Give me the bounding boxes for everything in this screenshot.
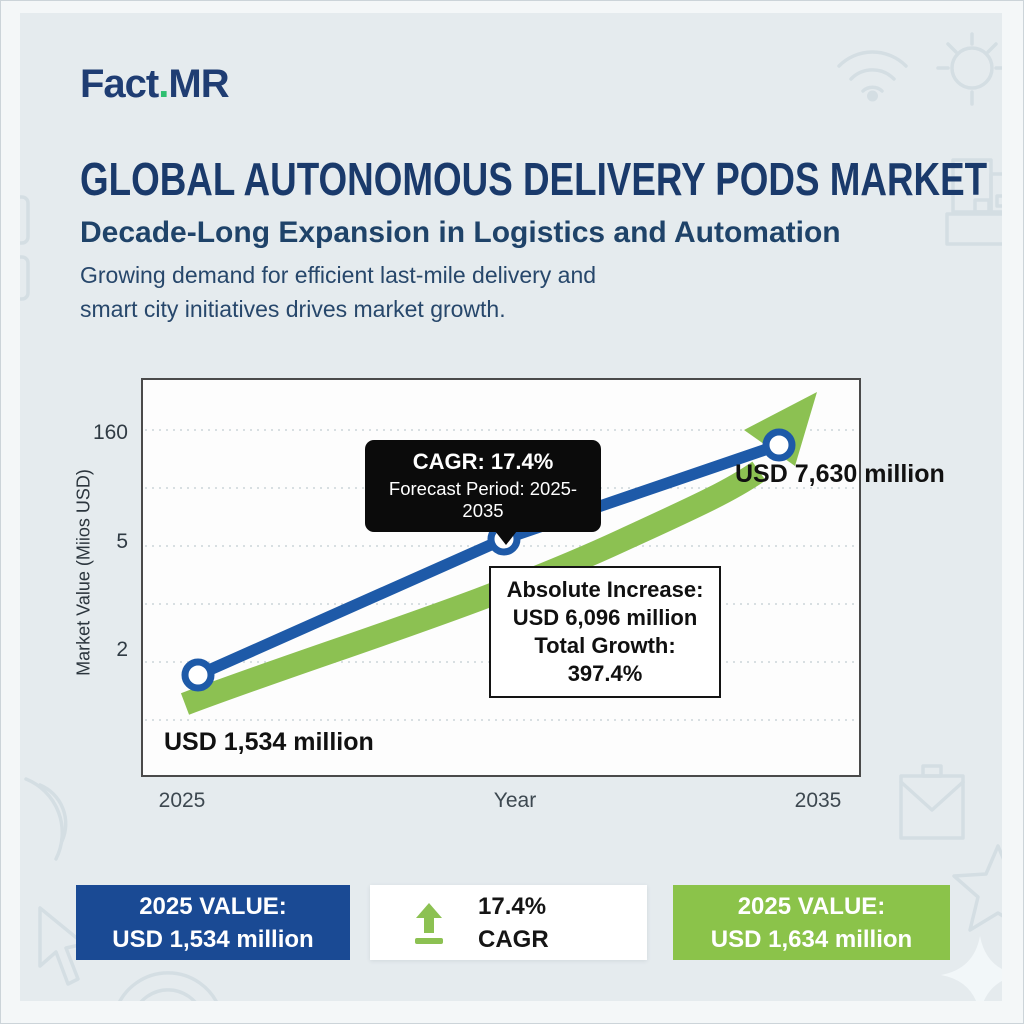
page-title: GLOBAL AUTONOMOUS DELIVERY PODS MARKET	[80, 153, 988, 205]
brand-logo-primary: Fact	[80, 62, 159, 106]
wifi-icon	[837, 50, 908, 102]
building-icon	[945, 158, 1002, 246]
increase-title: Absolute Increase:	[506, 577, 704, 602]
y-tick-160: 160	[92, 421, 128, 444]
stat-card-blue-line1: 2025 VALUE:	[139, 892, 287, 920]
marker-2035	[762, 428, 796, 462]
description-line-2: smart city initiatives drives market gro…	[80, 296, 506, 322]
absolute-increase-box: Absolute Increase: USD 6,096 million Tot…	[489, 566, 721, 698]
brand-logo: Fact.MR	[80, 62, 230, 107]
tooltip-pointer	[495, 531, 517, 545]
cagr-tooltip: CAGR: 17.4% Forecast Period: 2025-2035	[365, 440, 601, 545]
y-tick-2: 2	[116, 638, 128, 661]
stat-card-2025-value: 2025 VALUE: USD 1,534 million	[76, 885, 350, 960]
stat-card-cagr-label: CAGR	[478, 925, 549, 953]
x-tick-2025: 2025	[158, 789, 206, 812]
stat-card-blue-line2: USD 1,534 million	[112, 925, 314, 953]
package-icon	[20, 195, 30, 301]
stat-card-cagr-value: 17.4%	[478, 892, 547, 920]
sun-gear-icon	[936, 32, 1002, 106]
stat-card-green-line1: 2025 VALUE:	[737, 892, 886, 920]
cagr-value: CAGR: 17.4%	[412, 449, 554, 474]
arrow-up-from-line-icon	[406, 900, 452, 946]
brand-logo-secondary: MR	[168, 62, 229, 106]
stat-card-green-line2: USD 1,634 million	[710, 925, 913, 953]
envelope-icon	[899, 764, 965, 840]
star-outline-icon	[952, 844, 1002, 932]
start-value-label: USD 1,534 million	[164, 728, 374, 756]
end-value-label: USD 7,630 million	[735, 460, 945, 488]
x-tick-2035: 2035	[794, 789, 842, 812]
y-tick-5: 5	[116, 530, 128, 553]
cagr-forecast-period: Forecast Period: 2025-2035	[388, 478, 578, 521]
arc-icon	[24, 777, 68, 861]
stat-card-cagr: 17.4% CAGR	[370, 885, 647, 960]
marker-2025	[181, 658, 215, 692]
description-line-1: Growing demand for efficient last-mile d…	[80, 262, 597, 288]
page-subtitle: Decade-Long Expansion in Logistics and A…	[80, 216, 841, 249]
increase-value: USD 6,096 million	[512, 605, 698, 630]
sparkle-icon	[941, 936, 1002, 1001]
page-description: Growing demand for efficient last-mile d…	[80, 258, 596, 326]
chart-plot-area: USD 1,534 million USD 7,630 million CAGR…	[141, 378, 945, 777]
wifi-arcs-bottom-icon	[118, 971, 218, 1001]
x-axis-title: Year	[493, 789, 537, 812]
stat-card-green-value: 2025 VALUE: USD 1,634 million	[673, 885, 950, 960]
total-growth: Total Growth: 397.4%	[534, 633, 676, 686]
brand-logo-dot: .	[158, 62, 169, 106]
